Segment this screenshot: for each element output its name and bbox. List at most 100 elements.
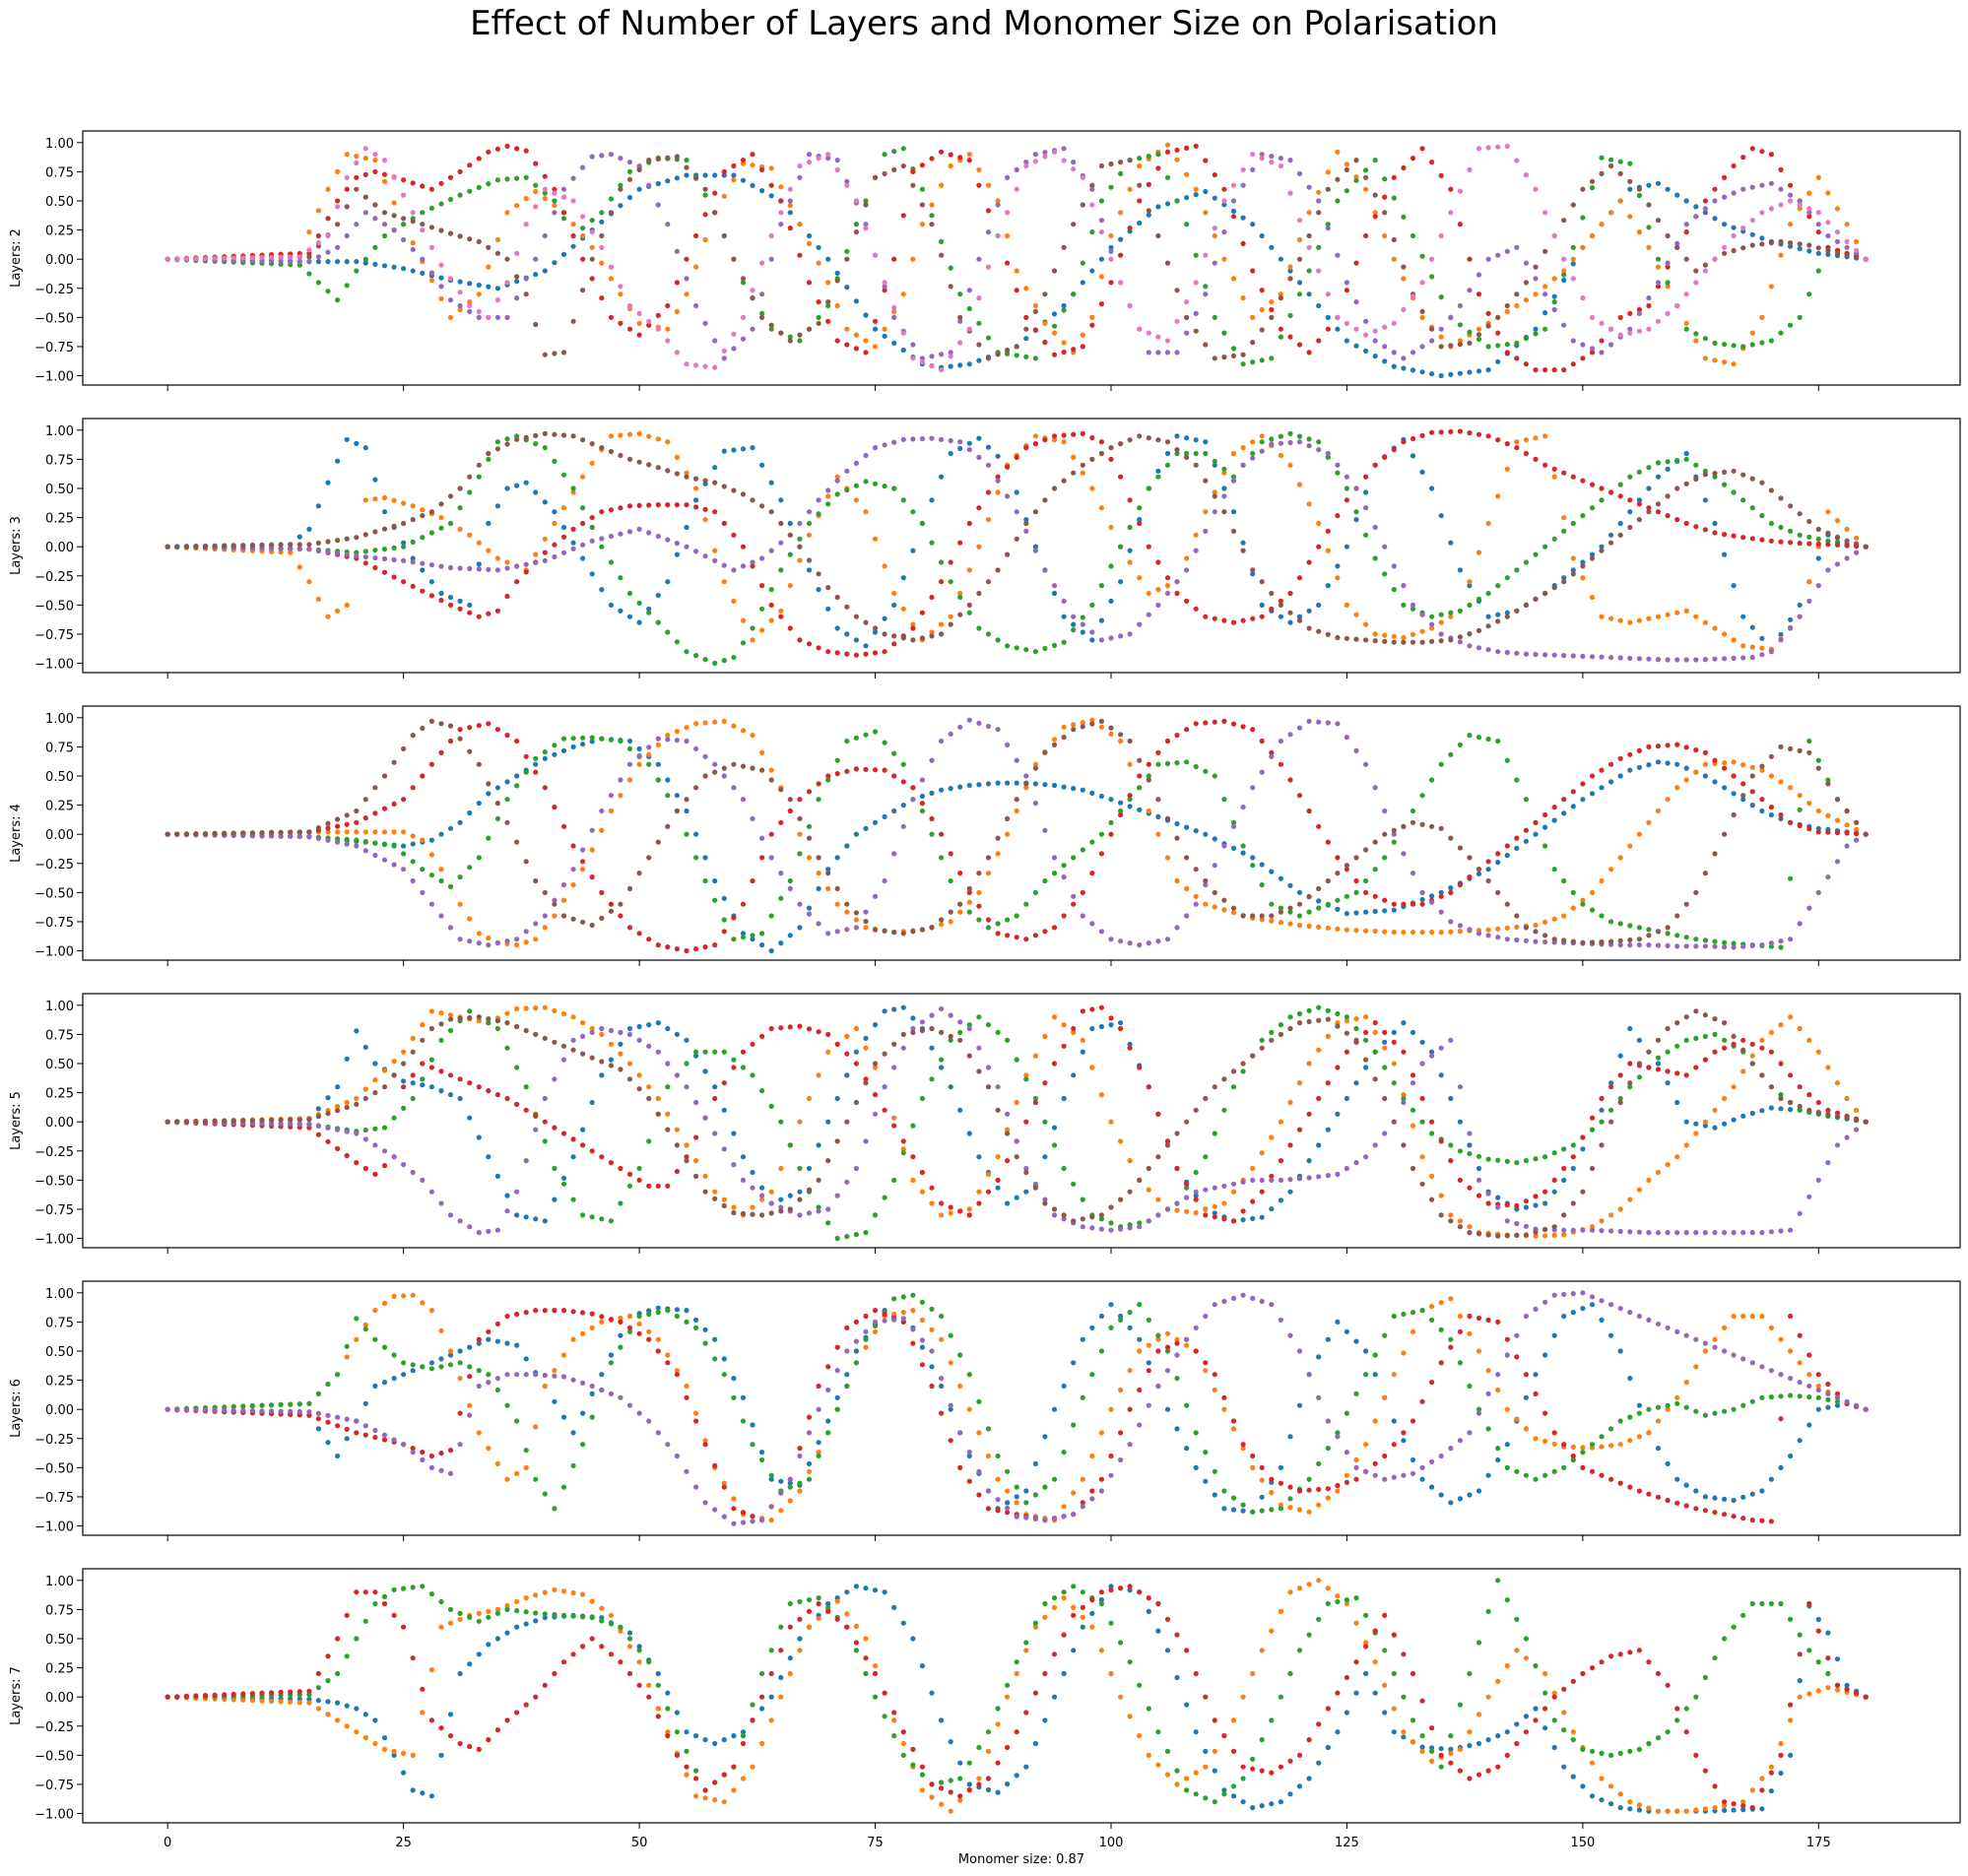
scatter-point [1646, 927, 1652, 933]
scatter-point [806, 1468, 813, 1474]
scatter-point [1391, 1119, 1397, 1125]
scatter-point [655, 777, 661, 783]
scatter-point [684, 1383, 689, 1390]
scatter-point [1693, 1230, 1699, 1236]
scatter-point [1278, 433, 1283, 439]
scatter-point [438, 1068, 444, 1074]
scatter-point [1023, 781, 1029, 787]
scatter-point [1683, 935, 1689, 940]
scatter-point [1731, 162, 1737, 169]
y-tick-label: −1.00 [34, 1520, 74, 1535]
scatter-point [1457, 370, 1463, 376]
scatter-point [882, 631, 887, 637]
scatter-point [1476, 326, 1482, 332]
scatter-point [1155, 350, 1161, 356]
scatter-point [315, 1123, 321, 1129]
scatter-point [1296, 236, 1303, 243]
scatter-point [750, 733, 755, 739]
series-5 [164, 717, 1869, 950]
scatter-point [665, 733, 671, 739]
scatter-point [966, 520, 972, 527]
scatter-point [1203, 1154, 1209, 1160]
scatter-point [1608, 655, 1614, 661]
scatter-point [476, 1340, 482, 1346]
scatter-point [570, 736, 576, 742]
scatter-point [1514, 1202, 1520, 1208]
scatter-point [1834, 1142, 1841, 1148]
scatter-point [1382, 324, 1388, 330]
scatter-point [957, 1019, 963, 1025]
scatter-point [1815, 250, 1821, 256]
scatter-point [655, 501, 661, 508]
scatter-point [1335, 149, 1341, 155]
scatter-point [816, 885, 821, 892]
scatter-point [655, 592, 661, 599]
scatter-point [1410, 602, 1416, 609]
scatter-point [476, 462, 482, 468]
scatter-point [778, 330, 784, 336]
scatter-point [721, 1356, 727, 1362]
scatter-point [335, 1104, 341, 1110]
scatter-point [1759, 241, 1765, 247]
scatter-point [844, 631, 850, 637]
scatter-point [929, 540, 935, 546]
scatter-point [552, 431, 558, 437]
scatter-point [1806, 248, 1812, 254]
scatter-point [853, 1099, 860, 1106]
scatter-point [1438, 232, 1444, 239]
scatter-point [618, 186, 623, 192]
scatter-point [1542, 310, 1548, 316]
scatter-point [438, 275, 444, 281]
scatter-point [910, 1123, 916, 1129]
scatter-point [1561, 1146, 1567, 1152]
scatter-point [1759, 235, 1765, 241]
scatter-point [288, 1121, 294, 1127]
scatter-point [1825, 777, 1831, 783]
scatter-point [523, 1027, 529, 1034]
scatter-point [684, 291, 689, 297]
scatter-point [1296, 913, 1303, 919]
scatter-point [1032, 761, 1038, 767]
scatter-point [1155, 797, 1161, 803]
scatter-point [1108, 1015, 1114, 1021]
scatter-point [476, 723, 482, 729]
scatter-point [1306, 1175, 1312, 1181]
scatter-point [1108, 731, 1114, 738]
scatter-point [731, 761, 737, 767]
scatter-point [1164, 760, 1171, 767]
y-tick-label: 0.00 [45, 828, 74, 843]
scatter-point [570, 232, 576, 239]
scatter-point [872, 536, 879, 542]
scatter-point [646, 610, 652, 615]
scatter-point [929, 222, 935, 227]
scatter-point [985, 871, 992, 876]
scatter-point [1740, 655, 1746, 661]
scatter-point [712, 769, 718, 775]
scatter-point [1051, 433, 1058, 439]
scatter-point [1749, 624, 1755, 630]
scatter-point [1269, 314, 1275, 320]
scatter-point [1523, 651, 1529, 657]
scatter-point [410, 1035, 416, 1041]
scatter-point [1504, 143, 1510, 149]
scatter-point [1759, 797, 1765, 803]
scatter-point [1759, 1072, 1765, 1078]
scatter-point [1504, 614, 1510, 619]
scatter-point [447, 1016, 454, 1022]
scatter-point [1731, 583, 1737, 589]
scatter-point [335, 458, 341, 464]
scatter-point [1382, 210, 1388, 216]
scatter-point [995, 931, 1001, 937]
scatter-point [1014, 166, 1019, 172]
scatter-point [1118, 441, 1124, 447]
scatter-point [1788, 240, 1794, 246]
scatter-point [1646, 509, 1652, 515]
scatter-point [1344, 1328, 1349, 1334]
scatter-point [570, 1336, 576, 1342]
scatter-point [1250, 567, 1256, 573]
scatter-point [1740, 1230, 1746, 1236]
scatter-point [844, 909, 850, 915]
scatter-point [976, 544, 982, 550]
scatter-point [712, 172, 718, 178]
scatter-point [1806, 738, 1812, 744]
